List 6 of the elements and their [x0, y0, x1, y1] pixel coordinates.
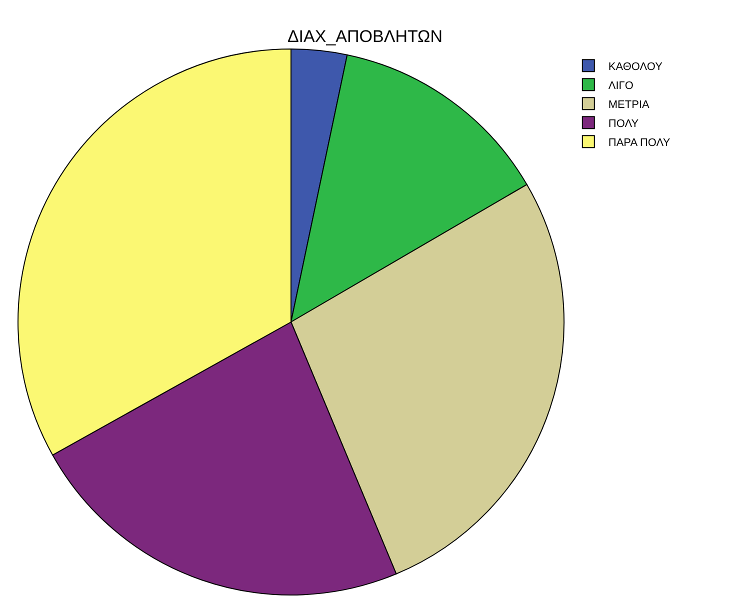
chart-title: ΔΙΑΧ_ΑΠΟΒΛΗΤΩΝ	[287, 26, 443, 46]
legend-label: ΠΟΛΥ	[608, 118, 640, 130]
legend-label: ΠΑΡΑ ΠΟΛΥ	[608, 136, 671, 149]
legend-label: ΜΕΤΡΙΑ	[608, 98, 650, 111]
legend-label: ΚΑΘΟΛΟΥ	[608, 60, 664, 73]
legend-label: ΛΙΓΟ	[608, 80, 634, 92]
